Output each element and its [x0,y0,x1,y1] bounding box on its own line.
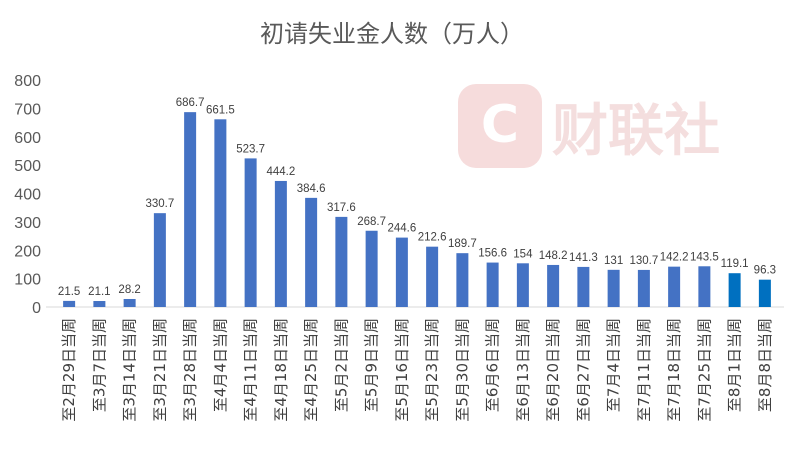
y-tick-label: 0 [32,300,41,317]
x-tick-label: 至4月18日当周 [272,318,290,422]
bar [365,230,378,307]
data-label: 268.7 [357,216,386,228]
x-tick-label: 至3月21日当周 [151,318,169,422]
y-tick-label: 100 [14,272,41,289]
bar [486,262,499,307]
data-label: 21.5 [58,286,80,298]
bar [214,119,227,307]
x-tick-label: 至6月13日当周 [514,318,532,422]
x-tick-label: 至7月25日当周 [695,318,713,422]
data-label: 330.7 [145,198,174,210]
x-tick-label: 至6月20日当周 [544,318,562,422]
bar [577,266,590,307]
data-label: 141.3 [569,252,598,264]
data-label: 96.3 [754,265,776,277]
data-label: 661.5 [206,104,235,116]
data-label: 21.1 [88,286,110,298]
watermark-logo-letter-icon: C [481,95,519,155]
watermark-logo-icon [458,84,542,168]
x-tick-label: 至5月30日当周 [453,318,471,422]
data-label: 130.7 [629,255,658,267]
x-tick-label: 至3月7日当周 [90,318,108,412]
y-tick-label: 500 [14,158,41,175]
x-tick-label: 至2月29日当周 [60,318,78,422]
y-tick-label: 400 [14,187,41,204]
bar [335,216,348,307]
x-tick-label: 至7月18日当周 [665,318,683,422]
data-label: 143.5 [690,251,719,263]
bar [668,266,681,307]
y-axis: 0 100 200 300 400 500 600 700 800 [14,73,41,317]
y-tick-label: 300 [14,215,41,232]
bar [426,246,439,307]
x-tick-label: 至3月14日当周 [121,318,139,422]
x-tick-label: 至5月9日当周 [363,318,381,412]
data-label: 28.2 [118,284,140,296]
bar [637,269,650,307]
bar [516,263,529,307]
data-label: 444.2 [266,166,295,178]
x-tick-label: 至8月8日当周 [756,318,774,412]
data-label: 523.7 [236,143,265,155]
chart-title: 初请失业金人数（万人） [260,20,524,48]
bar [123,298,136,307]
bar [63,300,76,307]
bar [93,301,106,307]
x-axis-labels: 至2月29日当周 至3月7日当周 至3月14日当周 至3月21日当周 至3月28日当周至… [60,318,774,422]
bar [395,237,408,307]
bars [63,112,771,308]
x-tick-label: 至7月11日当周 [635,318,653,422]
bar [607,269,620,307]
x-tick-label: 至3月28日当周 [181,318,199,422]
data-label: 156.6 [478,248,507,260]
x-tick-label: 至6月27日当周 [574,318,592,422]
x-tick-label: 至5月16日当周 [393,318,411,422]
x-tick-label: 至4月11日当周 [242,318,260,422]
x-tick-label: 至7月4日当周 [605,318,623,412]
bar [698,266,711,307]
y-tick-label: 200 [14,243,41,260]
data-label: 686.7 [176,97,205,109]
x-tick-label: 至8月1日当周 [726,318,744,412]
data-label: 189.7 [448,238,477,250]
x-tick-label: 至5月2日当周 [332,318,350,412]
bar [184,112,197,308]
data-label: 154 [513,248,533,260]
bar [305,197,318,307]
bar [728,273,741,307]
watermark: C 财联社 [458,84,720,168]
data-label: 212.6 [418,232,447,244]
y-tick-label: 700 [14,101,41,118]
data-label: 119.1 [721,258,749,270]
data-label: 142.2 [660,252,689,264]
bar [244,158,257,307]
data-label: 384.6 [297,183,326,195]
bar [547,264,560,307]
y-tick-label: 800 [14,73,41,90]
data-label: 244.6 [387,223,416,235]
watermark-text: 财联社 [552,99,720,164]
y-tick-label: 600 [14,130,41,147]
x-tick-label: 至5月23日当周 [423,318,441,422]
x-tick-label: 至6月6日当周 [484,318,502,412]
data-label: 131 [604,255,623,267]
bar [758,279,771,307]
data-label: 148.2 [539,250,568,262]
x-tick-label: 至4月25日当周 [302,318,320,422]
x-tick-label: 至4月4日当周 [211,318,229,412]
bar [456,253,469,307]
bar [274,180,287,307]
data-label: 317.6 [327,202,356,214]
bar [153,213,166,307]
